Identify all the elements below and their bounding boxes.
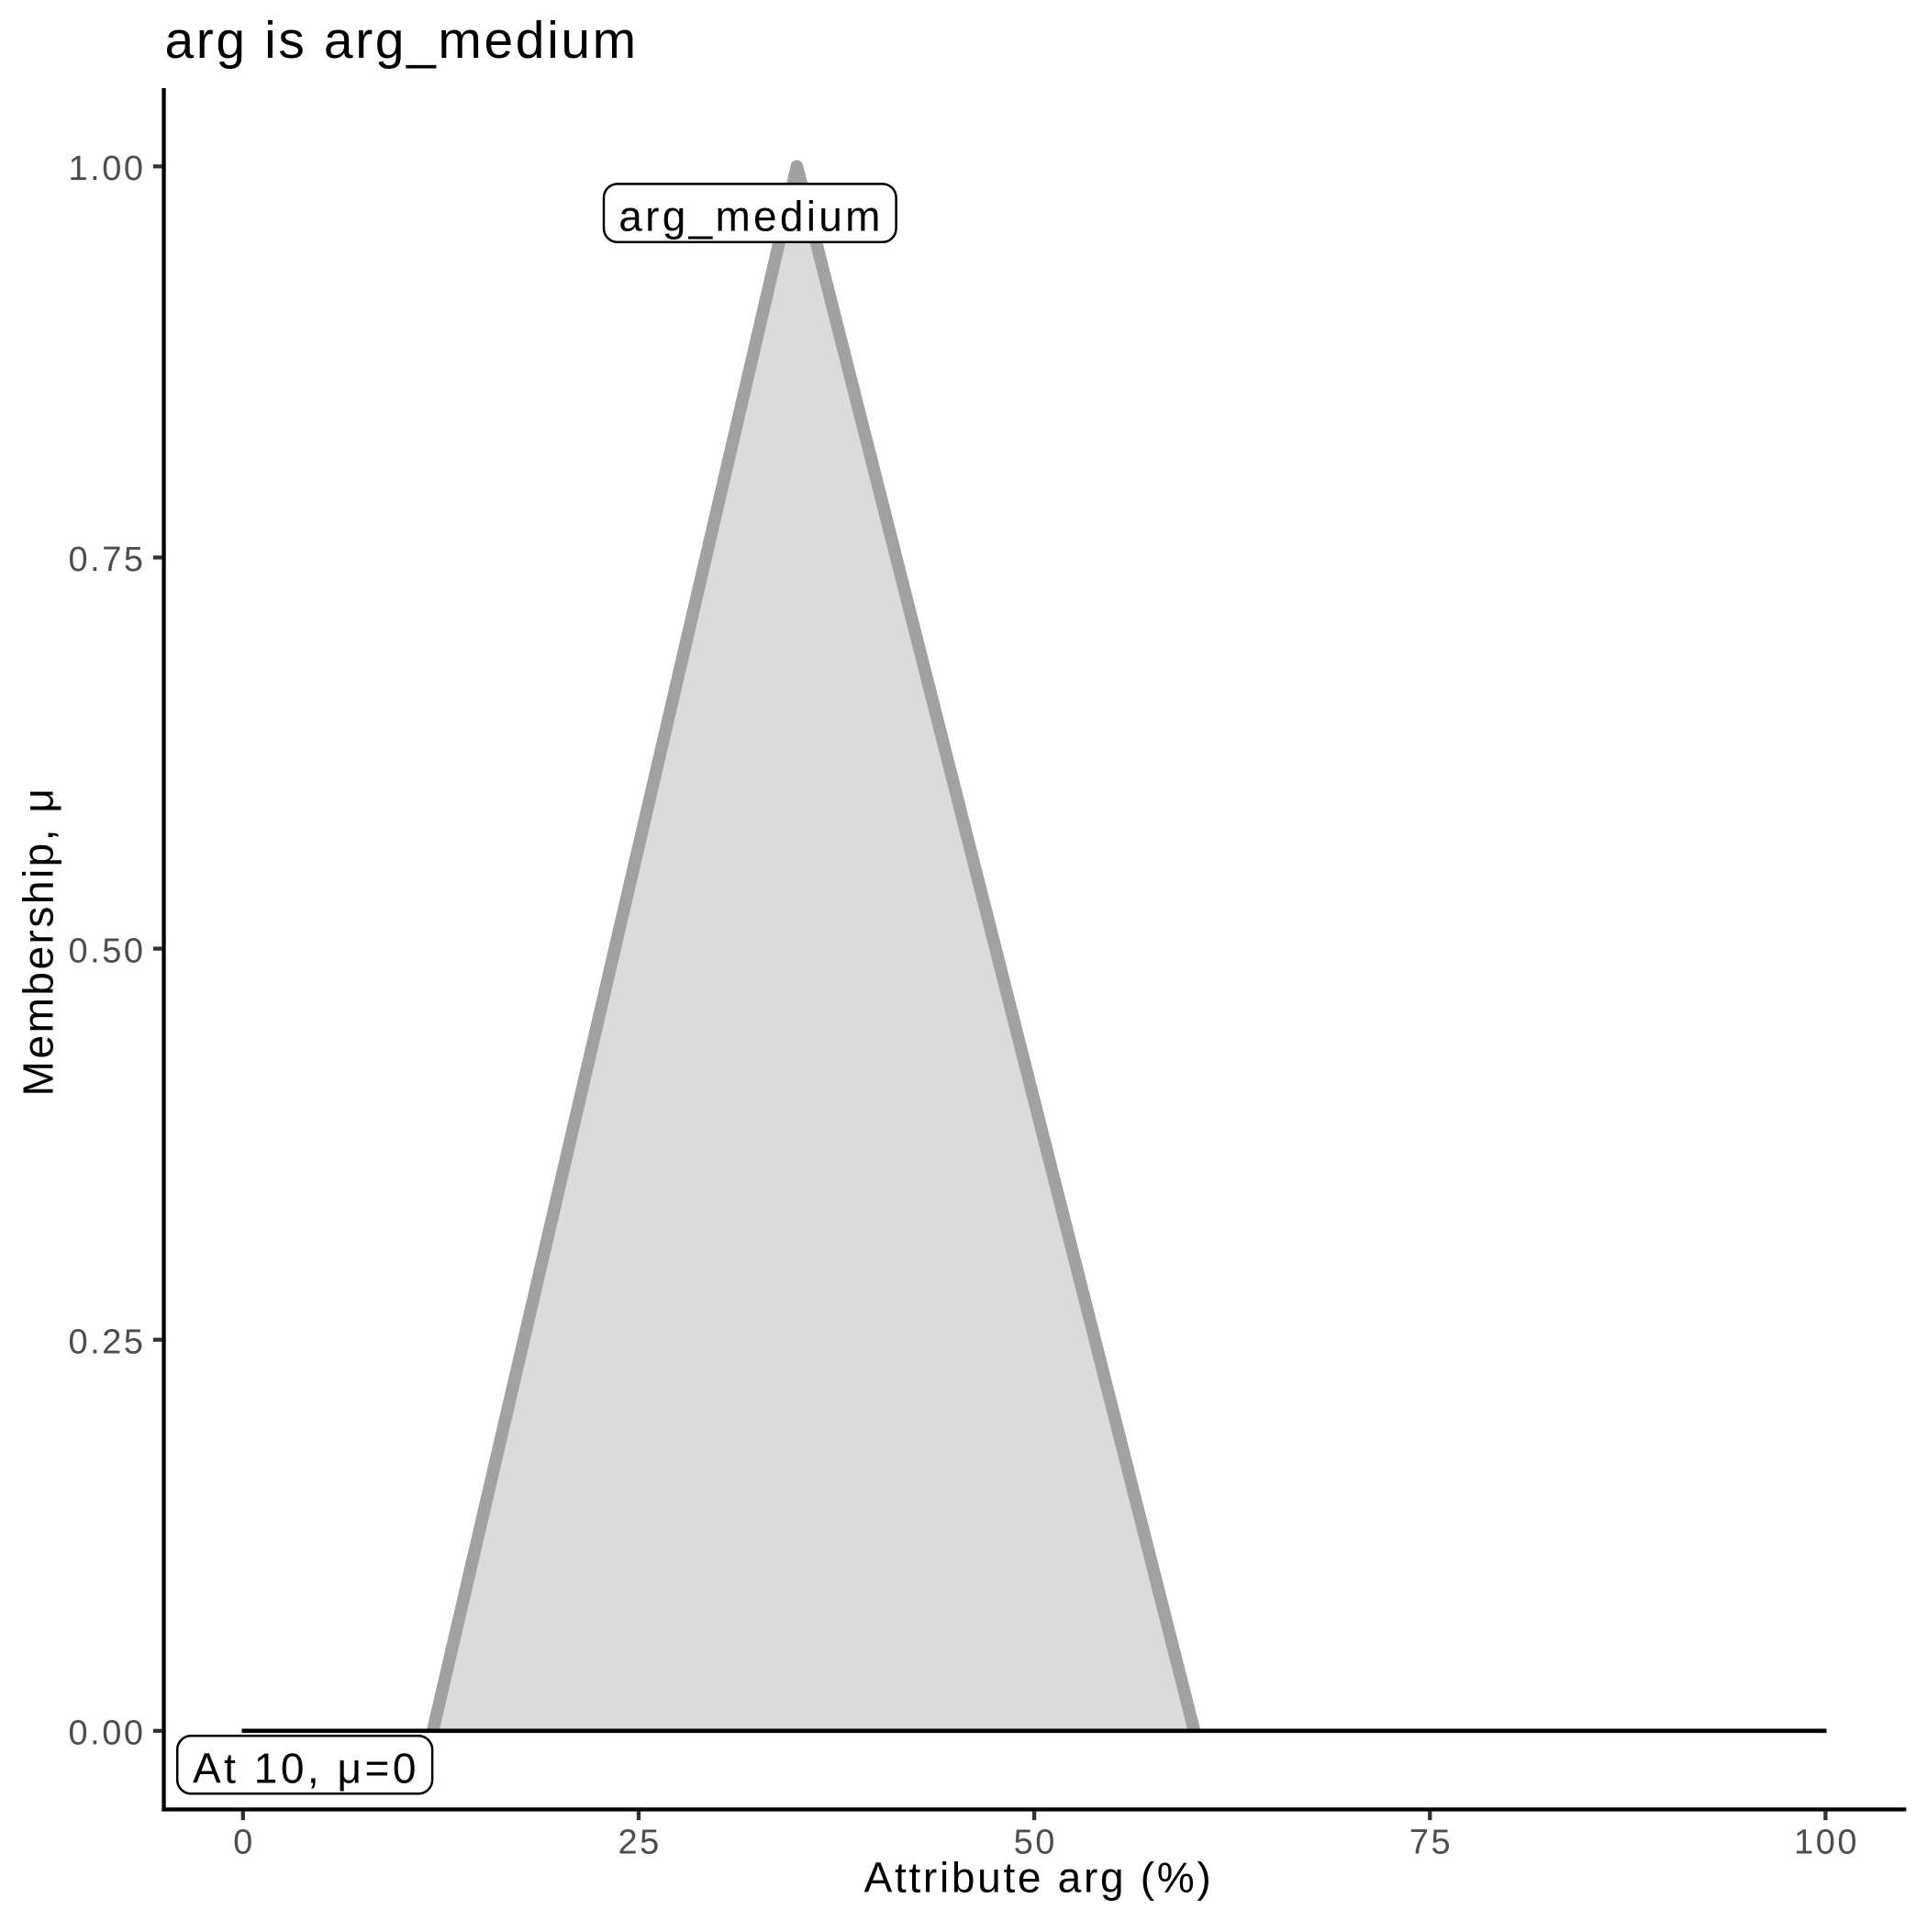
svg-text:Attribute arg (%): Attribute arg (%) <box>864 1854 1214 1902</box>
svg-text:0.00: 0.00 <box>69 1714 146 1753</box>
svg-text:arg is arg_medium: arg is arg_medium <box>165 11 639 70</box>
svg-text:25: 25 <box>618 1824 662 1862</box>
svg-text:0.25: 0.25 <box>69 1323 146 1361</box>
svg-text:50: 50 <box>1014 1824 1057 1862</box>
svg-text:1.00: 1.00 <box>69 150 146 188</box>
svg-text:0: 0 <box>233 1824 255 1862</box>
svg-text:Membership, μ: Membership, μ <box>15 787 62 1097</box>
svg-text:arg_medium: arg_medium <box>618 193 883 240</box>
svg-text:0.75: 0.75 <box>69 541 146 579</box>
svg-text:At 10, μ=0: At 10, μ=0 <box>193 1745 419 1792</box>
svg-text:0.50: 0.50 <box>69 932 146 970</box>
svg-text:75: 75 <box>1409 1824 1453 1862</box>
svg-text:100: 100 <box>1794 1824 1859 1862</box>
